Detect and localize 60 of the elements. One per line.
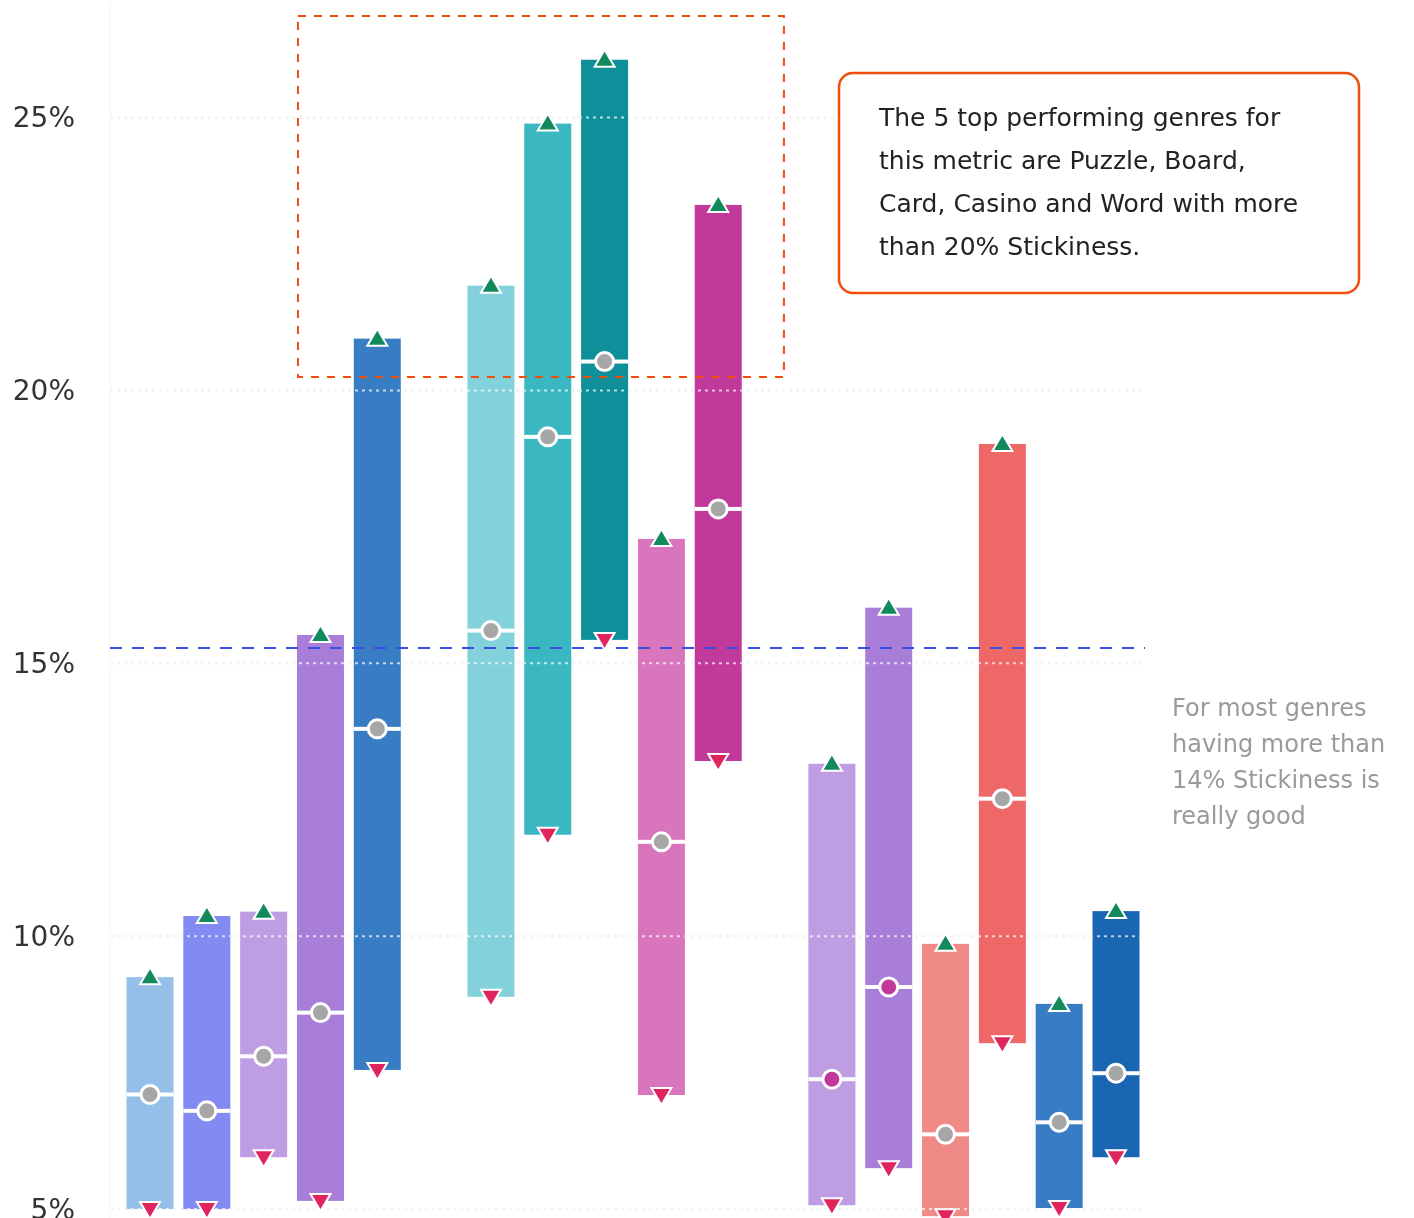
point <box>253 1045 275 1067</box>
point <box>991 788 1013 810</box>
point <box>593 631 616 651</box>
point <box>537 426 559 448</box>
point <box>1105 900 1127 920</box>
ref-line-label: For most genres having more than 14% Stickiness is really good <box>1172 694 1386 830</box>
point <box>480 620 502 642</box>
bar <box>637 538 685 1096</box>
bar <box>467 285 515 997</box>
point <box>593 48 616 68</box>
point <box>366 1061 389 1081</box>
bar <box>1092 911 1140 1158</box>
point <box>139 966 161 986</box>
point <box>309 1192 332 1212</box>
y-tick-label: 10% <box>12 920 75 954</box>
point <box>195 905 218 925</box>
point <box>139 1083 161 1105</box>
bar <box>581 59 629 640</box>
bar <box>126 977 174 1210</box>
bar <box>922 943 970 1217</box>
point <box>196 1100 218 1122</box>
point <box>877 596 900 616</box>
bar <box>978 443 1026 1044</box>
point <box>536 826 559 846</box>
point <box>820 752 843 772</box>
point <box>821 1068 843 1090</box>
bar <box>1035 1003 1083 1208</box>
point <box>1105 1062 1127 1084</box>
point <box>707 498 729 520</box>
bar <box>240 911 288 1158</box>
point <box>139 1201 161 1218</box>
point <box>479 988 502 1008</box>
point <box>991 1035 1014 1055</box>
point <box>479 274 502 294</box>
bar <box>524 123 572 835</box>
point <box>366 718 388 740</box>
point <box>366 327 389 347</box>
point <box>252 900 275 920</box>
point <box>1048 1199 1071 1218</box>
bar <box>865 607 913 1169</box>
annotation: The 5 top performing genres for this metric are Puzzle, Board, Card, Casino and Word with more than 20% Stickiness. <box>878 103 1299 261</box>
bar <box>353 338 401 1070</box>
point <box>252 1149 275 1169</box>
point <box>594 351 616 373</box>
y-tick-label: 15% <box>12 647 75 681</box>
point <box>934 932 957 952</box>
bar <box>296 634 344 1201</box>
bar <box>694 204 742 762</box>
point <box>195 1201 218 1218</box>
y-tick-label: 20% <box>12 374 75 408</box>
bar <box>808 763 856 1206</box>
point <box>309 1002 331 1024</box>
point <box>1048 1111 1070 1133</box>
point <box>877 1160 900 1180</box>
point <box>935 1123 957 1145</box>
y-tick-label: 25% <box>12 101 75 135</box>
point <box>650 831 672 853</box>
point <box>878 976 900 998</box>
bar <box>183 916 231 1210</box>
point <box>536 112 559 132</box>
